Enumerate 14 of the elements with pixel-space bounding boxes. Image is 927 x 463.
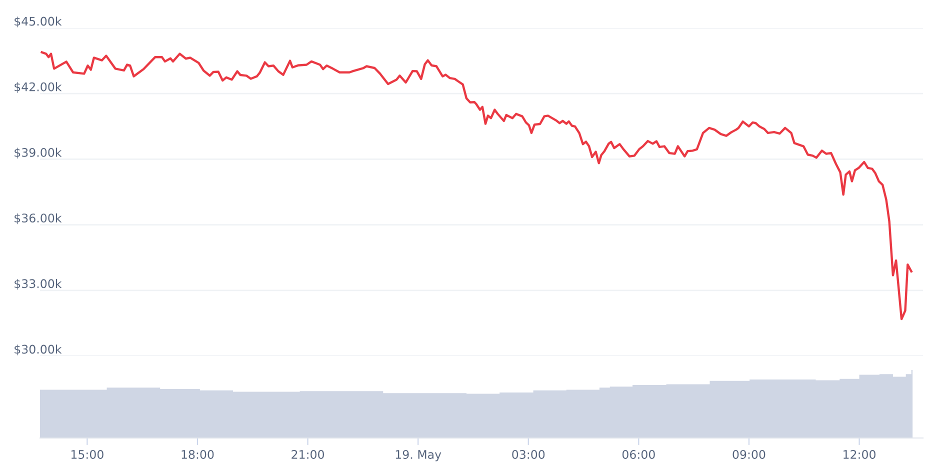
x-tick-label: 06:00: [622, 450, 655, 459]
y-tick-label: $39.00k: [14, 148, 62, 158]
x-tick-label: 15:00: [71, 450, 104, 459]
y-tick-label: $45.00k: [14, 16, 62, 28]
y-tick-label: $42.00k: [14, 82, 62, 93]
x-tick-label: 19. May: [396, 450, 442, 462]
y-tick-label: $36.00k: [14, 213, 62, 224]
x-tick-label: 18:00: [182, 450, 214, 459]
y-tick-label: $33.00k: [14, 278, 62, 290]
x-tick-label: 21:00: [292, 450, 324, 459]
x-tick-label: 12:00: [844, 450, 876, 459]
x-tick-label: 03:00: [512, 450, 545, 459]
x-tick-label: 09:00: [732, 450, 766, 459]
y-tick-label: $30.00k: [14, 344, 62, 356]
